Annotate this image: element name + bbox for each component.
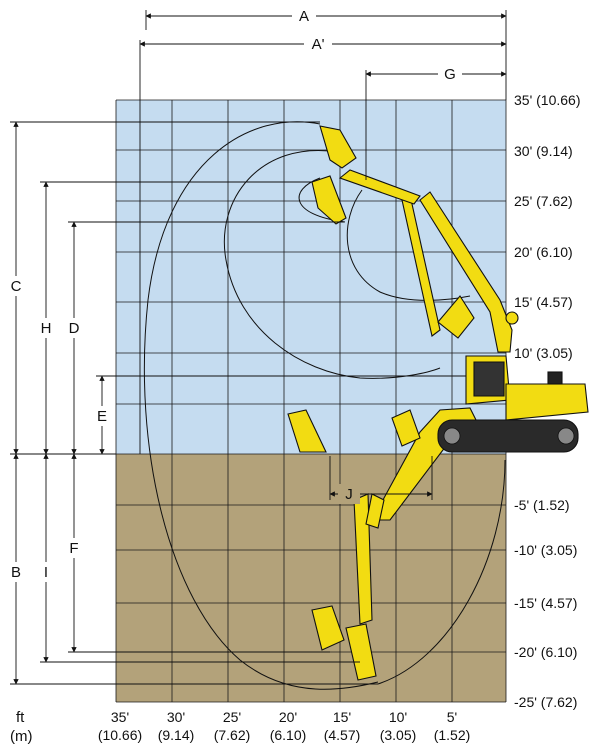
track-assembly xyxy=(437,419,579,453)
dim-label-e: E xyxy=(97,408,107,425)
excavator-body xyxy=(437,355,589,453)
height-tick-label: 10' (3.05) xyxy=(514,345,573,361)
exhaust-stack xyxy=(547,371,563,385)
dim-label-j: J xyxy=(345,486,353,503)
reach-tick-m: (4.57) xyxy=(324,727,361,743)
reach-tick-m: (1.52) xyxy=(434,727,471,743)
dim-label-f: F xyxy=(69,540,78,557)
height-tick-label: -20' (6.10) xyxy=(514,644,577,660)
height-scale: 35' (10.66) 30' (9.14) 25' (7.62) 20' (6… xyxy=(514,92,581,710)
reach-tick-m: (3.05) xyxy=(380,727,417,743)
height-tick-label: -15' (4.57) xyxy=(514,595,577,611)
height-tick-label: -25' (7.62) xyxy=(514,694,577,710)
dim-label-i: I xyxy=(44,564,48,581)
reach-tick-m: (9.14) xyxy=(158,727,195,743)
dim-label-d: D xyxy=(69,320,80,337)
height-tick-label: 15' (4.57) xyxy=(514,294,573,310)
height-tick-label: 25' (7.62) xyxy=(514,193,573,209)
dim-label-a: A xyxy=(299,8,309,25)
height-tick-label: 30' (9.14) xyxy=(514,143,573,159)
reach-tick-ft: 35' xyxy=(111,709,129,725)
reach-scale: 35' (10.66) 30' (9.14) 25' (7.62) 20' (6… xyxy=(98,709,470,743)
dim-label-a-prime: A' xyxy=(312,36,325,53)
height-tick-label: -10' (3.05) xyxy=(514,542,577,558)
boom-raised xyxy=(311,125,519,353)
reach-tick-ft: 5' xyxy=(447,709,457,725)
reach-tick-m: (6.10) xyxy=(270,727,307,743)
dim-label-b: B xyxy=(11,564,21,581)
unit-ft: ft xyxy=(16,709,25,726)
sky-area xyxy=(116,100,506,454)
reach-tick-ft: 20' xyxy=(279,709,297,725)
dimension-labels: A A' G C H D E B I F J xyxy=(6,6,462,582)
dim-label-c: C xyxy=(11,278,22,295)
reach-tick-m: (7.62) xyxy=(214,727,251,743)
height-tick-label: 20' (6.10) xyxy=(514,244,573,260)
unit-m: (m) xyxy=(10,728,33,745)
engine-cover xyxy=(505,383,589,421)
unit-labels: ft (m) xyxy=(10,709,33,745)
reach-tick-ft: 25' xyxy=(223,709,241,725)
reach-tick-ft: 30' xyxy=(167,709,185,725)
reach-tick-ft: 15' xyxy=(333,709,351,725)
dim-label-g: G xyxy=(444,66,456,83)
reach-tick-m: (10.66) xyxy=(98,727,142,743)
height-tick-label: 35' (10.66) xyxy=(514,92,581,108)
height-tick-label: -5' (1.52) xyxy=(514,497,570,513)
dim-label-h: H xyxy=(41,320,52,337)
reach-tick-ft: 10' xyxy=(389,709,407,725)
ground-area xyxy=(116,454,506,702)
